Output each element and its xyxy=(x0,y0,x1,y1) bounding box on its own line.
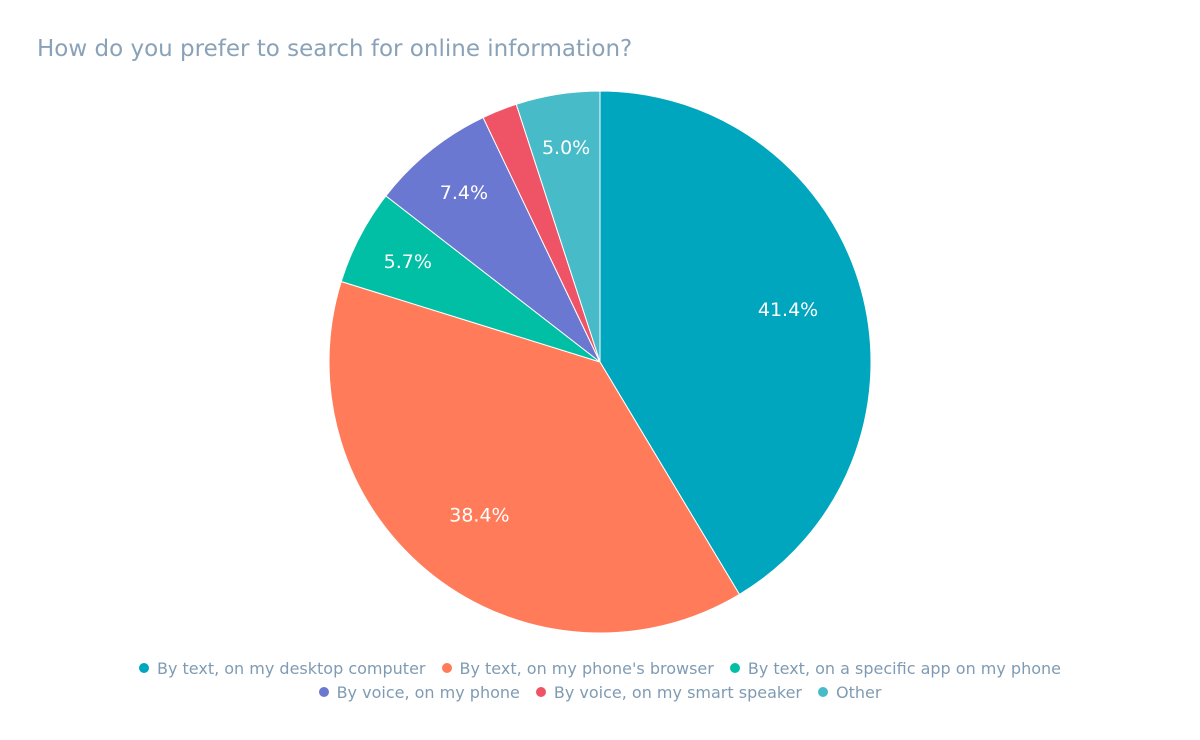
pie-slice-by-voice-on-my-phone[interactable] xyxy=(385,116,601,363)
legend-item-by-voice-on-my-smart-speaker[interactable]: By voice, on my smart speaker xyxy=(535,682,802,702)
legend-item-by-text-on-a-specific-app-on-my-phone[interactable]: By text, on a specific app on my phone xyxy=(729,658,1061,678)
legend-item-by-voice-on-my-phone[interactable]: By voice, on my phone xyxy=(318,682,520,702)
legend-label: Other xyxy=(835,682,882,702)
data-label-by-voice-on-my-phone: 7.4% xyxy=(440,182,488,204)
legend-label: By voice, on my phone xyxy=(336,682,520,702)
data-label-by-text-on-a-specific-app-on-my-phone: 5.7% xyxy=(384,251,432,273)
pie-slice-by-text-on-my-phone-s-browser[interactable] xyxy=(328,280,741,634)
legend-label: By text, on a specific app on my phone xyxy=(747,658,1061,678)
legend-swatch xyxy=(318,687,329,697)
legend-label: By text, on my desktop computer xyxy=(156,658,426,678)
legend: By text, on my desktop computer By text, … xyxy=(0,656,1200,704)
legend-item-other[interactable]: Other xyxy=(817,682,882,702)
legend-item-by-text-on-my-desktop-computer[interactable]: By text, on my desktop computer xyxy=(138,658,426,678)
data-label-by-text-on-my-phone-s-browser: 38.4% xyxy=(449,504,509,526)
pie-slice-other[interactable] xyxy=(515,90,601,363)
chart-title: How do you prefer to search for online i… xyxy=(37,36,633,62)
legend-label: By voice, on my smart speaker xyxy=(553,682,802,702)
legend-swatch xyxy=(441,663,452,673)
legend-label: By text, on my phone's browser xyxy=(459,658,714,678)
legend-item-by-text-on-my-phone-s-browser[interactable]: By text, on my phone's browser xyxy=(441,658,714,678)
legend-swatch xyxy=(138,663,149,673)
pie-slice-by-text-on-my-desktop-computer[interactable] xyxy=(599,90,872,596)
legend-swatch xyxy=(817,687,828,697)
pie-labels: 41.4% 38.4% 5.7% 7.4% 5.0% xyxy=(384,137,819,527)
legend-row: By text, on my desktop computer By text, … xyxy=(0,656,1200,680)
legend-swatch xyxy=(535,687,546,697)
legend-swatch xyxy=(729,663,740,673)
pie-slices xyxy=(328,90,872,634)
legend-row: By voice, on my phone By voice, on my sma… xyxy=(0,680,1200,704)
data-label-by-text-on-my-desktop-computer: 41.4% xyxy=(758,299,818,321)
data-label-other: 5.0% xyxy=(542,137,590,159)
